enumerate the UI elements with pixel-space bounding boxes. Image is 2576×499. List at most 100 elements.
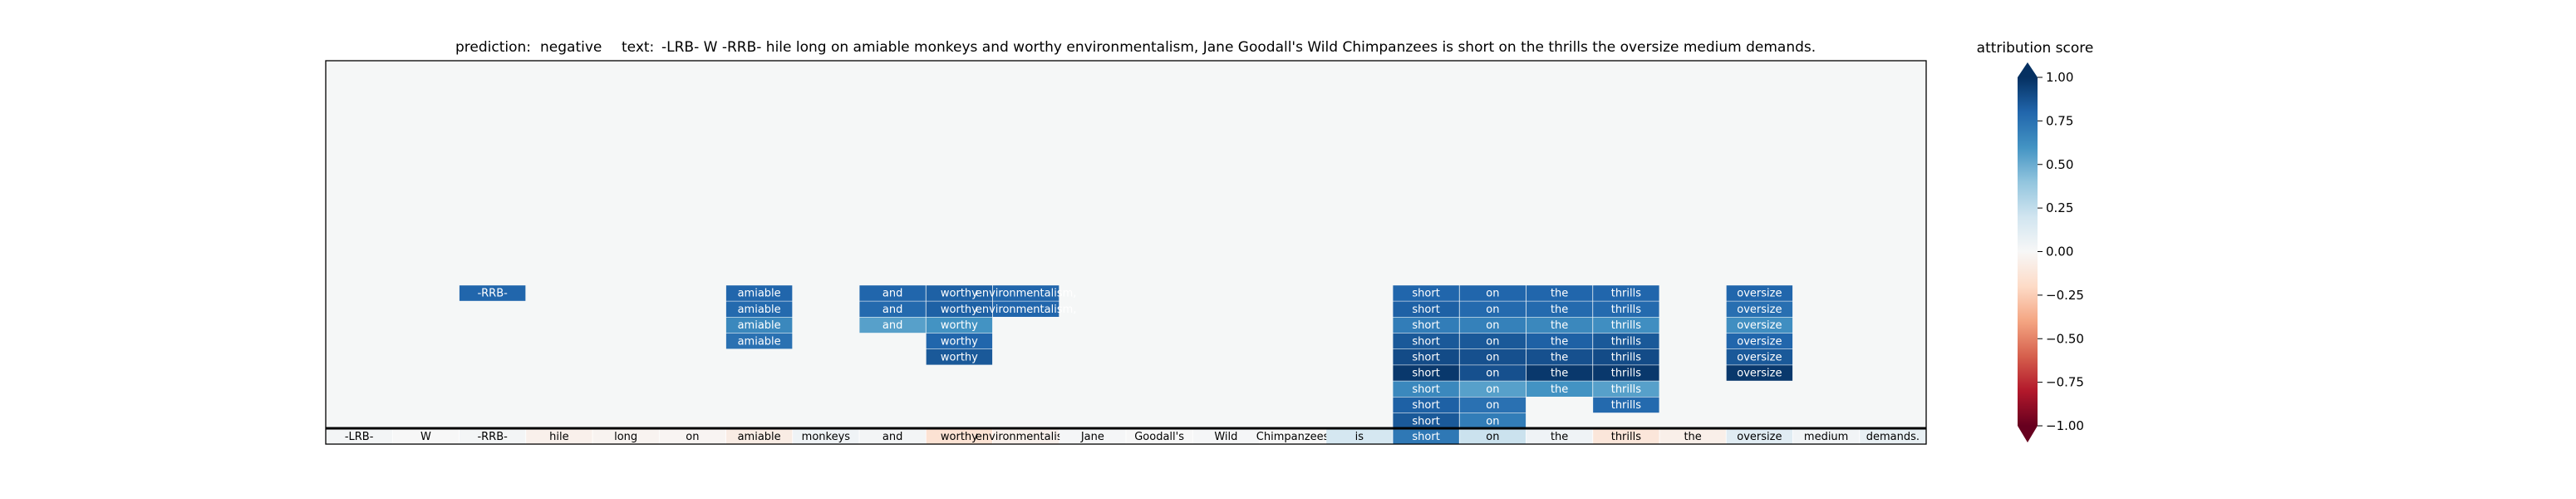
attribution-cell <box>725 317 793 333</box>
attribution-cell-label: -RRB- <box>477 288 508 300</box>
attribution-cell <box>1393 381 1459 397</box>
attribution-cell-label: environmentalism, <box>976 288 1077 300</box>
attribution-cell-label: on <box>1486 288 1499 300</box>
token-cell <box>725 429 793 444</box>
attribution-cell-label: on <box>1486 352 1499 364</box>
colorbar: attribution score 1.00 0.75 0.50 0.25 0.00 −0… <box>1977 40 2094 442</box>
attribution-cell-label: worthy <box>941 304 978 316</box>
token-cell <box>1192 429 1260 444</box>
token-label: thrills <box>1611 431 1642 443</box>
token-label: long <box>614 431 637 443</box>
attribution-cell-label: short <box>1412 335 1439 348</box>
token-row: -LRB- W -RRB-hile long on amiable monkeys and wo… <box>326 429 1926 444</box>
attribution-cell-label: oversize <box>1737 352 1782 364</box>
token-label: monkeys <box>802 431 851 443</box>
attribution-cell <box>1459 397 1526 413</box>
token-label: hile <box>549 431 568 443</box>
token-label: amiable <box>738 431 781 443</box>
attribution-cell <box>1393 285 1459 301</box>
colorbar-tick-label: 0.75 <box>2046 113 2073 128</box>
attribution-cell-label: thrills <box>1611 399 1642 412</box>
attribution-cell-label: the <box>1551 368 1568 380</box>
plot-panel <box>326 61 1926 428</box>
attribution-cell <box>992 301 1059 317</box>
token-cell <box>1393 429 1459 444</box>
attribution-cell-label: environmentalism, <box>976 304 1077 316</box>
token-label: is <box>1355 431 1364 443</box>
token-cell <box>926 429 993 444</box>
attribution-cell <box>1393 413 1459 429</box>
attribution-cell <box>1459 413 1526 429</box>
colorbar-tick-label: −1.00 <box>2046 418 2084 433</box>
text-value: -LRB- W -RRB- hile long on amiable monke… <box>661 39 1816 56</box>
attribution-cell <box>1726 365 1793 381</box>
attribution-cell <box>1393 317 1459 333</box>
attribution-cell <box>1726 349 1793 365</box>
attribution-cell-label: amiable <box>738 335 781 348</box>
attribution-cell-label: on <box>1486 368 1499 380</box>
colorbar-tick-label: 0.25 <box>2046 200 2073 215</box>
attribution-cell <box>1459 333 1526 349</box>
attribution-cell-label: amiable <box>738 304 781 316</box>
attribution-cell-label: and <box>882 304 902 316</box>
token-label: Jane <box>1080 431 1104 443</box>
attribution-cell-label: short <box>1412 319 1439 332</box>
attribution-cell-label: oversize <box>1737 304 1782 316</box>
colorbar-tick-label: −0.50 <box>2046 331 2084 346</box>
colorbar-title: attribution score <box>1977 40 2094 57</box>
attribution-cell <box>1526 317 1593 333</box>
attribution-cell-label: on <box>1486 335 1499 348</box>
colorbar-tick-label: 0.00 <box>2046 245 2073 259</box>
attribution-cell-label: worthy <box>941 352 978 364</box>
attribution-cell-label: the <box>1551 288 1568 300</box>
attribution-cell-label: short <box>1412 368 1439 380</box>
attribution-cell-label: worthy <box>941 288 978 300</box>
attribution-cell <box>1459 381 1526 397</box>
attribution-cell-label: thrills <box>1611 335 1642 348</box>
hierarchy-levels: short on short on thrills short on the thrills sh… <box>459 285 1793 429</box>
prediction-label: prediction: <box>455 39 531 56</box>
attribution-cell-label: oversize <box>1737 319 1782 332</box>
token-label: medium <box>1804 431 1848 443</box>
attribution-cell-label: short <box>1412 288 1439 300</box>
token-label: demands. <box>1866 431 1920 443</box>
attribution-cell <box>1526 301 1593 317</box>
attribution-cell <box>1593 285 1659 301</box>
attribution-cell-label: the <box>1551 319 1568 332</box>
attribution-cell-label: amiable <box>738 288 781 300</box>
attribution-cell-label: short <box>1412 399 1439 412</box>
attribution-cell <box>926 285 993 301</box>
attribution-cell <box>1459 301 1526 317</box>
prediction-value: negative <box>540 39 602 56</box>
attribution-cell-label: short <box>1412 415 1439 427</box>
token-cell <box>459 429 526 444</box>
token-label: W <box>420 431 431 443</box>
token-label: -LRB- <box>345 431 374 443</box>
token-label: on <box>686 431 699 443</box>
attribution-cell-label: amiable <box>738 319 781 332</box>
token-cell <box>1659 429 1726 444</box>
token-cell <box>659 429 726 444</box>
token-label: on <box>1486 431 1499 443</box>
chart-title: prediction: negative text: -LRB- W -RRB-… <box>455 39 1816 56</box>
attribution-cell <box>1459 317 1526 333</box>
attribution-cell <box>1393 333 1459 349</box>
attribution-cell-label: the <box>1551 335 1568 348</box>
token-label: short <box>1412 431 1439 443</box>
colorbar-tick-label: −0.75 <box>2046 375 2084 390</box>
token-cell <box>1593 429 1659 444</box>
attribution-cell <box>1593 349 1659 365</box>
attribution-cell <box>1526 349 1593 365</box>
attribution-cell <box>459 285 526 301</box>
token-cell <box>326 429 392 444</box>
token-cell <box>592 429 659 444</box>
attribution-cell-label: on <box>1486 399 1499 412</box>
colorbar-max-extension <box>2018 62 2038 77</box>
attribution-cell <box>1726 285 1793 301</box>
attribution-cell <box>1393 301 1459 317</box>
attribution-cell-label: on <box>1486 304 1499 316</box>
attribution-cell-label: the <box>1551 304 1568 316</box>
attribution-cell-label: short <box>1412 304 1439 316</box>
attribution-cell <box>1593 301 1659 317</box>
attribution-cell <box>1393 365 1459 381</box>
